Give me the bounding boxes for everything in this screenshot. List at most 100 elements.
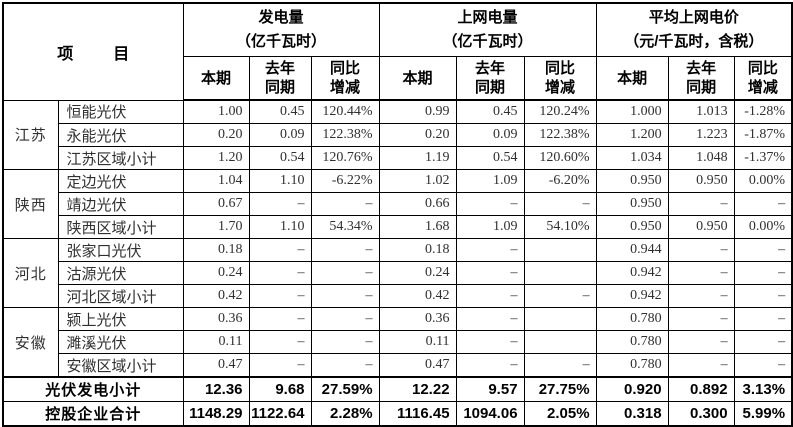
- value-cell: 1.10: [248, 215, 312, 239]
- value-cell: –: [455, 261, 525, 285]
- region-cell: 河北: [2, 238, 59, 308]
- table-row: 河北区域小计 0.42– –0.42– –0.942– –: [3, 284, 793, 308]
- value-cell: 1.200: [595, 123, 669, 147]
- value-cell: 0.67: [182, 192, 250, 216]
- value-cell: –: [455, 238, 525, 262]
- region-cell: 陕西: [2, 169, 59, 239]
- value-cell: 0.18: [378, 238, 457, 262]
- summary-value-cell: 5.99%: [733, 401, 793, 427]
- summary-value-cell: 3.13%: [733, 376, 793, 402]
- table-row: 江苏区域小计 1.20 0.54 120.76% 1.19 0.54 120.60% 1.03…: [3, 146, 793, 170]
- summary-value-cell: 12.22: [378, 376, 457, 402]
- value-cell: 0.42: [378, 284, 457, 308]
- plant-name-cell: 恒能光伏: [57, 99, 184, 124]
- plant-name-cell: 沽源光伏: [57, 261, 184, 285]
- table-row: 濉溪光伏 0.11– –0.11–0.780– –: [3, 330, 793, 354]
- value-cell: 0.00%: [733, 169, 793, 193]
- value-cell: 0.944: [595, 238, 669, 262]
- value-cell: –: [248, 330, 312, 354]
- value-cell: –: [733, 261, 793, 285]
- value-cell: –: [455, 307, 525, 331]
- value-cell: 1.68: [378, 215, 457, 239]
- summary-value-cell: 1116.45: [378, 401, 457, 427]
- summary-value-cell: 1094.06: [455, 401, 525, 427]
- value-cell: 1.034: [595, 146, 669, 170]
- value-cell: 0.47: [182, 353, 250, 378]
- summary-label-cell: 控股企业合计: [2, 401, 184, 427]
- value-cell: 0.780: [595, 330, 669, 354]
- value-cell: –: [248, 261, 312, 285]
- subheader-yoy-change: 同比 增减: [310, 56, 380, 101]
- subheader-last-year: 去年 同期: [667, 56, 735, 101]
- value-cell: –: [310, 192, 380, 216]
- value-cell: 0.54: [248, 146, 312, 170]
- summary-row: 控股企业合计 1148.29 1122.64 2.28% 1116.45 1094.06 2…: [2, 401, 793, 427]
- summary-row: 光伏发电小计 12.36 9.68 27.59% 12.22 9.57 27.75% 0.92…: [2, 376, 793, 402]
- value-cell: 54.10%: [523, 215, 597, 239]
- value-cell: 0.950: [595, 215, 669, 239]
- table-row: 安徽 颍上光伏 0.36– –0.36–0.780– –: [2, 307, 793, 378]
- subheader-current-period: 本期: [182, 56, 250, 101]
- summary-value-cell: 0.300: [667, 401, 735, 427]
- value-cell: 1.20: [182, 146, 250, 170]
- value-cell: 1.048: [667, 146, 735, 170]
- value-cell: 120.60%: [523, 146, 597, 170]
- plant-name-cell: 永能光伏: [57, 123, 184, 147]
- value-cell: 122.38%: [310, 123, 380, 147]
- region-cell: 江苏: [2, 99, 59, 170]
- value-cell: –: [455, 330, 525, 354]
- value-cell: –: [667, 284, 735, 308]
- plant-name-cell: 河北区域小计: [57, 284, 184, 308]
- subheader-last-year: 去年 同期: [248, 56, 312, 101]
- summary-value-cell: 12.36: [182, 376, 250, 402]
- summary-value-cell: 1122.64: [248, 401, 312, 427]
- plant-name-cell: 江苏区域小计: [57, 146, 184, 170]
- header-row-groups: 项 目 发电量 （亿千瓦时） 上网电量 （亿千瓦时） 平均上网电价 （元/千瓦时…: [2, 2, 793, 101]
- table-row: 江苏 恒能光伏 1.00 0.45 120.44% 0.99 0.45 120.24% 1.00…: [2, 99, 793, 170]
- value-cell: –: [310, 330, 380, 354]
- value-cell: –: [248, 307, 312, 331]
- summary-value-cell: 0.892: [667, 376, 735, 402]
- plant-name-cell: 陕西区域小计: [57, 215, 184, 239]
- region-cell: 安徽: [2, 307, 59, 378]
- value-cell: –: [248, 238, 312, 262]
- value-cell: [523, 307, 597, 331]
- plant-name-cell: 安徽区域小计: [57, 353, 184, 378]
- value-cell: 0.11: [378, 330, 457, 354]
- value-cell: –: [733, 353, 793, 378]
- group-header-generation: 发电量 （亿千瓦时）: [182, 2, 380, 57]
- corner-header-project: 项 目: [2, 2, 184, 101]
- value-cell: 0.47: [378, 353, 457, 378]
- value-cell: 1.09: [455, 169, 525, 193]
- summary-value-cell: 27.59%: [310, 376, 380, 402]
- value-cell: 1.000: [595, 99, 669, 124]
- value-cell: -1.37%: [733, 146, 793, 170]
- summary-value-cell: 2.28%: [310, 401, 380, 427]
- subheader-current-period: 本期: [595, 56, 669, 101]
- value-cell: 0.99: [378, 99, 457, 124]
- value-cell: [523, 238, 597, 262]
- plant-name-cell: 张家口光伏: [57, 238, 184, 262]
- table-row: 沽源光伏 0.24– –0.24–0.942– –: [3, 261, 793, 285]
- header-row-subheaders: 本期 去年 同期 同比 增减 本期 去年 同期 同比 增减 本期 去年 同期 同…: [3, 56, 793, 101]
- value-cell: –: [248, 192, 312, 216]
- value-cell: –: [667, 353, 735, 378]
- value-cell: –: [667, 192, 735, 216]
- value-cell: 120.24%: [523, 99, 597, 124]
- value-cell: 0.942: [595, 284, 669, 308]
- value-cell: 0.24: [378, 261, 457, 285]
- value-cell: –: [733, 238, 793, 262]
- value-cell: 0.09: [455, 123, 525, 147]
- value-cell: 0.36: [378, 307, 457, 331]
- value-cell: –: [248, 353, 312, 378]
- subheader-last-year: 去年 同期: [455, 56, 525, 101]
- value-cell: 1.00: [182, 99, 250, 124]
- table-body: 江苏 恒能光伏 1.00 0.45 120.44% 0.99 0.45 120.24% 1.00…: [2, 99, 793, 427]
- value-cell: –: [667, 307, 735, 331]
- table-row: 陕西区域小计 1.70 1.10 54.34% 1.68 1.09 54.10% 0.950 0…: [3, 215, 793, 239]
- value-cell: 0.950: [667, 169, 735, 193]
- value-cell: [523, 261, 597, 285]
- plant-name-cell: 靖边光伏: [57, 192, 184, 216]
- subheader-yoy-change: 同比 增减: [523, 56, 597, 101]
